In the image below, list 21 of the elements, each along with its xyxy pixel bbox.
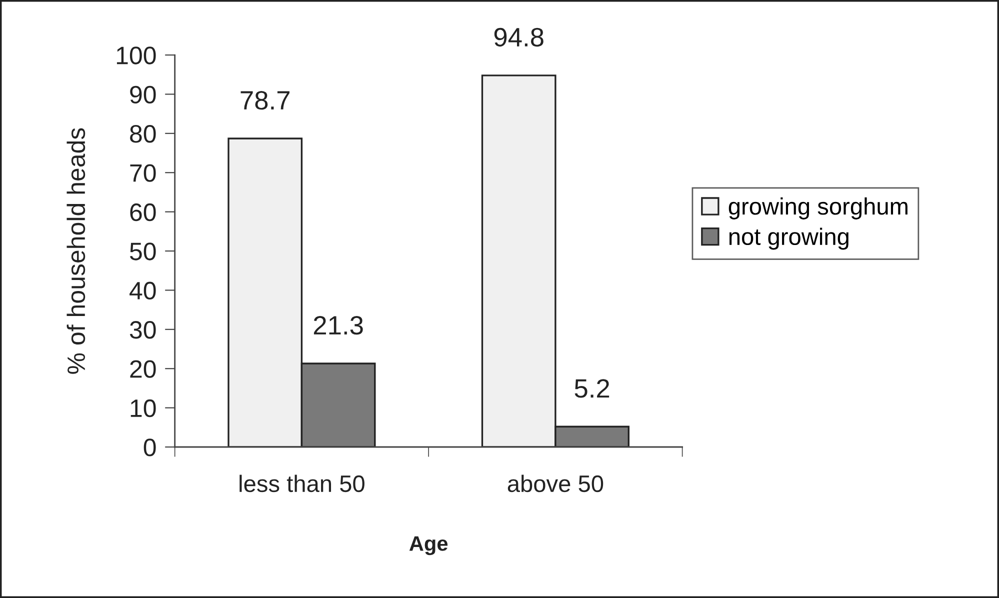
x-tick-label: above 50	[508, 474, 604, 492]
y-tick-label: 100	[116, 46, 156, 64]
y-tick-label: 60	[130, 203, 156, 222]
data-label: 78.7	[240, 90, 290, 110]
y-tick-label: 90	[130, 86, 156, 104]
y-tick-label: 80	[130, 125, 156, 143]
data-label: 21.3	[314, 316, 363, 335]
y-axis-title: % of household heads	[66, 128, 86, 374]
y-tick-label: 50	[130, 242, 156, 260]
legend-label: growing sorghum	[728, 197, 908, 220]
legend-label: not growing	[729, 228, 848, 250]
y-tick-label: 0	[144, 438, 156, 456]
x-tick-label: less than 50	[240, 474, 364, 492]
y-tick-label: 10	[130, 399, 156, 418]
data-label: 5.2	[574, 379, 610, 398]
y-tick-label: 40	[130, 282, 156, 300]
x-axis-title: Age	[409, 536, 448, 556]
data-label: 94.8	[494, 28, 544, 47]
y-tick-label: 20	[130, 360, 156, 378]
y-tick-label: 30	[130, 321, 156, 339]
y-tick-label: 70	[130, 164, 156, 182]
